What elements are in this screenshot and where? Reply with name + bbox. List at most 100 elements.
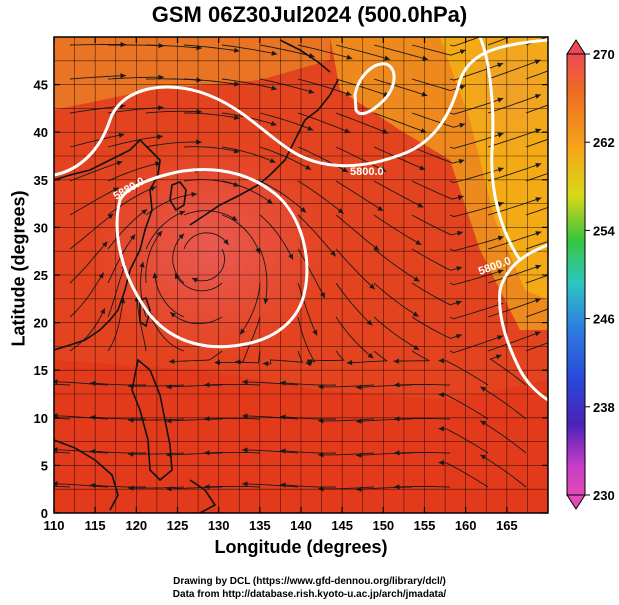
streamline	[165, 452, 223, 456]
colorbar-top-arrow	[566, 39, 586, 55]
streamline	[297, 44, 353, 60]
streamline	[90, 450, 146, 454]
gridlines	[54, 37, 548, 513]
coast-china	[54, 138, 161, 351]
streamline	[242, 415, 299, 420]
streamline-arrow	[90, 482, 96, 488]
x-tick-label: 115	[85, 518, 106, 533]
streamline	[259, 112, 314, 131]
streamline-arrow	[300, 206, 307, 213]
streamline	[69, 213, 114, 250]
streamline	[203, 485, 261, 488]
streamline	[449, 236, 504, 252]
streamline	[184, 112, 240, 119]
streamline	[145, 141, 202, 148]
streamline-arrow	[128, 417, 134, 423]
x-axis-label: Longitude (degrees)	[214, 537, 388, 557]
streamline	[128, 452, 185, 455]
streamline-arrow	[90, 380, 96, 386]
streamline-arrow	[534, 94, 541, 99]
streamline	[69, 272, 104, 318]
streamline-arrow	[534, 331, 541, 337]
x-tick-label: 145	[331, 518, 353, 533]
streamline-arrow	[179, 210, 186, 216]
streamline-arrow	[455, 333, 462, 339]
streamline-arrow	[14, 416, 20, 421]
streamline-arrow	[417, 202, 424, 208]
streamline-arrow	[54, 447, 58, 453]
streamline	[318, 384, 375, 388]
streamline-arrow	[233, 114, 240, 120]
streamline-arrow	[438, 358, 444, 364]
streamline-arrow	[255, 247, 261, 254]
streamline	[221, 214, 261, 254]
streamline	[242, 483, 299, 488]
streamline-arrow	[14, 382, 20, 387]
streamline	[487, 37, 511, 46]
contours	[54, 37, 548, 402]
streamline-arrow	[120, 41, 126, 48]
streamline	[54, 383, 71, 386]
streamline	[136, 295, 147, 352]
streamline-arrow	[242, 413, 248, 419]
streamline	[54, 415, 109, 420]
colorbar-tick-label: 238	[593, 400, 615, 415]
streamline-arrow	[497, 62, 504, 68]
streamline	[373, 146, 426, 171]
streamline-arrow	[394, 484, 400, 490]
streamlines	[14, 37, 548, 492]
streamline-arrow	[98, 272, 104, 279]
streamline-arrow	[413, 276, 420, 282]
streamline-arrow	[496, 335, 503, 341]
contour-east-north	[478, 37, 522, 261]
coast-sakhalin	[279, 39, 331, 73]
streamline-arrow	[116, 160, 123, 166]
streamline-arrow	[367, 352, 374, 359]
streamline-arrow	[384, 55, 391, 61]
streamline-arrow	[456, 266, 463, 272]
streamline	[107, 76, 164, 80]
y-tick-label: 5	[41, 458, 48, 473]
streamline	[69, 308, 106, 352]
streamline	[335, 112, 389, 134]
streamline-arrow	[308, 88, 315, 94]
field-ne-spot	[460, 37, 548, 160]
streamline	[525, 342, 548, 352]
streamline	[54, 451, 71, 454]
streamline	[487, 163, 542, 182]
coast-indochina	[54, 439, 119, 511]
streamline-arrow	[420, 128, 427, 134]
streamline	[69, 75, 126, 80]
streamline	[107, 162, 161, 182]
colorbar-tick-label: 270	[593, 47, 615, 62]
streamline	[525, 206, 548, 216]
streamline	[297, 214, 337, 257]
streamline-arrow	[269, 158, 276, 163]
streamline-arrow	[535, 231, 542, 236]
coast-borneo	[189, 479, 217, 513]
streamline-arrow	[90, 448, 96, 454]
streamline	[489, 354, 527, 386]
streamline	[54, 381, 109, 386]
streamline	[145, 210, 186, 250]
streamline	[487, 231, 542, 250]
streamline-arrow	[394, 382, 400, 388]
streamline-arrow	[415, 239, 422, 245]
streamline	[335, 214, 380, 251]
streamline	[393, 418, 451, 420]
x-tick-label: 110	[44, 518, 65, 533]
streamline-arrow	[118, 132, 125, 138]
streamline-arrow	[305, 164, 312, 170]
streamline	[487, 298, 542, 318]
streamline-arrow	[271, 50, 278, 56]
streamline-arrow	[535, 162, 542, 168]
streamline	[335, 180, 384, 212]
colorbar-bottom-arrow	[566, 494, 586, 510]
contour-closed-low	[353, 62, 396, 116]
streamline-arrow	[459, 49, 466, 55]
streamline	[480, 420, 527, 454]
coast-philippines	[131, 358, 173, 482]
streamline-arrow	[242, 481, 248, 487]
streamline-arrow	[497, 235, 504, 241]
streamline-arrow	[166, 418, 172, 424]
